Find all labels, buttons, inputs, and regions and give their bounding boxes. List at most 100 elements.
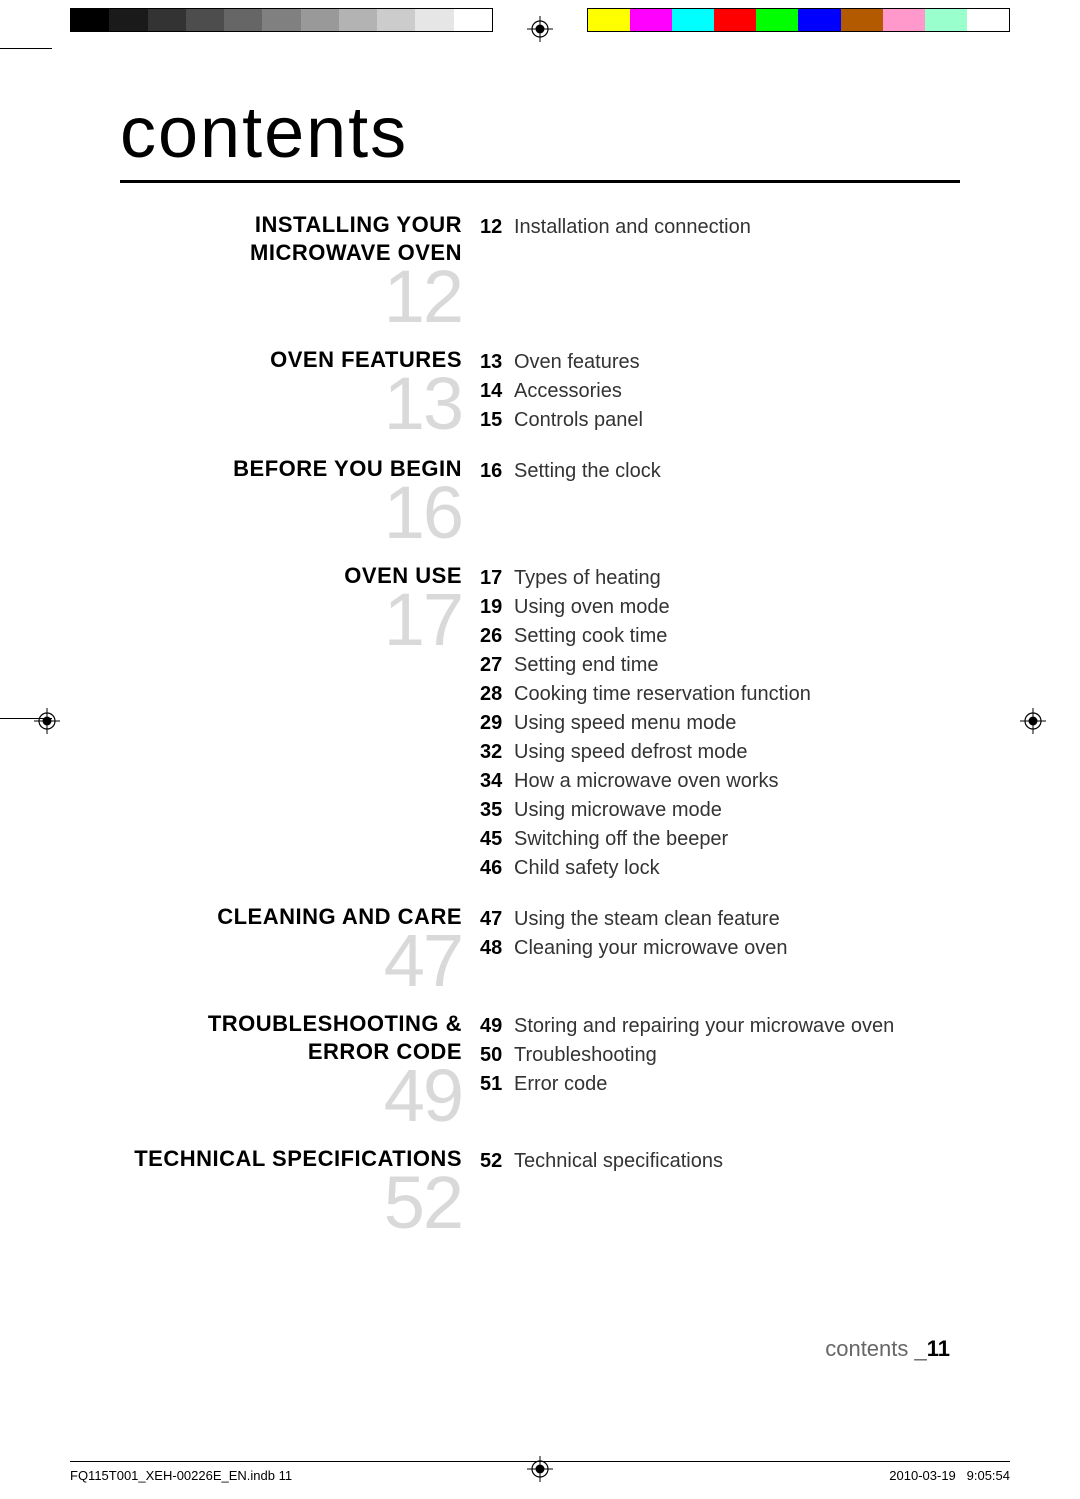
section-heading-block: TROUBLESHOOTING & ERROR CODE49 bbox=[120, 1010, 480, 1125]
entry-title: Using oven mode bbox=[514, 593, 960, 622]
section-heading-block: OVEN FEATURES13 bbox=[120, 346, 480, 433]
print-date: 2010-03-19 bbox=[889, 1468, 956, 1483]
entry-page: 47 bbox=[480, 905, 514, 934]
section-heading-block: TECHNICAL SPECIFICATIONS52 bbox=[120, 1145, 480, 1232]
toc-entry: 28Cooking time reservation function bbox=[480, 680, 960, 709]
running-footer: contents _11 bbox=[825, 1336, 950, 1362]
toc-entry: 16Setting the clock bbox=[480, 457, 960, 486]
section-entries: 17Types of heating19Using oven mode26Set… bbox=[480, 562, 960, 883]
entry-title: Technical specifications bbox=[514, 1147, 960, 1176]
toc-entry: 45Switching off the beeper bbox=[480, 825, 960, 854]
entry-page: 14 bbox=[480, 377, 514, 406]
entry-page: 46 bbox=[480, 854, 514, 883]
toc-entry: 35Using microwave mode bbox=[480, 796, 960, 825]
entry-title: Error code bbox=[514, 1070, 960, 1099]
entry-title: Using microwave mode bbox=[514, 796, 960, 825]
entry-page: 35 bbox=[480, 796, 514, 825]
section-start-page-number: 16 bbox=[120, 484, 462, 542]
entry-page: 50 bbox=[480, 1041, 514, 1070]
print-time: 9:05:54 bbox=[967, 1468, 1010, 1483]
toc-section: TROUBLESHOOTING & ERROR CODE4949Storing … bbox=[120, 1010, 960, 1125]
entry-title: Accessories bbox=[514, 377, 960, 406]
section-start-page-number: 12 bbox=[120, 268, 462, 326]
toc-entry: 32Using speed defrost mode bbox=[480, 738, 960, 767]
toc-entry: 26Setting cook time bbox=[480, 622, 960, 651]
toc-entry: 14Accessories bbox=[480, 377, 960, 406]
entry-title: Using speed menu mode bbox=[514, 709, 960, 738]
toc-entry: 48Cleaning your microwave oven bbox=[480, 934, 960, 963]
entry-title: Storing and repairing your microwave ove… bbox=[514, 1012, 960, 1041]
crop-line bbox=[0, 48, 52, 49]
toc-entry: 29Using speed menu mode bbox=[480, 709, 960, 738]
toc-entry: 13Oven features bbox=[480, 348, 960, 377]
entry-page: 19 bbox=[480, 593, 514, 622]
toc-entry: 49Storing and repairing your microwave o… bbox=[480, 1012, 960, 1041]
entry-page: 26 bbox=[480, 622, 514, 651]
entry-page: 51 bbox=[480, 1070, 514, 1099]
entry-page: 17 bbox=[480, 564, 514, 593]
entry-page: 49 bbox=[480, 1012, 514, 1041]
section-start-page-number: 17 bbox=[120, 591, 462, 649]
entry-title: Types of heating bbox=[514, 564, 960, 593]
entry-title: Oven features bbox=[514, 348, 960, 377]
section-entries: 52Technical specifications bbox=[480, 1145, 960, 1176]
section-start-page-number: 47 bbox=[120, 932, 462, 990]
entry-page: 45 bbox=[480, 825, 514, 854]
toc-entry: 51Error code bbox=[480, 1070, 960, 1099]
toc-entry: 19Using oven mode bbox=[480, 593, 960, 622]
toc-entry: 15Controls panel bbox=[480, 406, 960, 435]
toc-entry: 34How a microwave oven works bbox=[480, 767, 960, 796]
section-start-page-number: 49 bbox=[120, 1067, 462, 1125]
entry-title: Using the steam clean feature bbox=[514, 905, 960, 934]
entry-title: How a microwave oven works bbox=[514, 767, 960, 796]
entry-page: 48 bbox=[480, 934, 514, 963]
entry-page: 52 bbox=[480, 1147, 514, 1176]
toc-section: OVEN FEATURES1313Oven features14Accessor… bbox=[120, 346, 960, 435]
section-entries: 13Oven features14Accessories15Controls p… bbox=[480, 346, 960, 435]
entry-page: 12 bbox=[480, 213, 514, 242]
toc-entry: 52Technical specifications bbox=[480, 1147, 960, 1176]
section-heading-block: CLEANING AND CARE47 bbox=[120, 903, 480, 990]
entry-title: Installation and connection bbox=[514, 213, 960, 242]
toc-entry: 12Installation and connection bbox=[480, 213, 960, 242]
section-heading-block: BEFORE YOU BEGIN16 bbox=[120, 455, 480, 542]
toc-entry: 17Types of heating bbox=[480, 564, 960, 593]
entry-title: Setting the clock bbox=[514, 457, 960, 486]
table-of-contents: INSTALLING YOUR MICROWAVE OVEN1212Instal… bbox=[120, 211, 960, 1252]
entry-title: Setting cook time bbox=[514, 622, 960, 651]
section-entries: 12Installation and connection bbox=[480, 211, 960, 242]
toc-entry: 46Child safety lock bbox=[480, 854, 960, 883]
toc-section: OVEN USE1717Types of heating19Using oven… bbox=[120, 562, 960, 883]
entry-page: 27 bbox=[480, 651, 514, 680]
print-datetime: 2010-03-19 9:05:54 bbox=[889, 1468, 1010, 1483]
entry-page: 34 bbox=[480, 767, 514, 796]
crop-line bbox=[0, 718, 52, 719]
toc-section: TECHNICAL SPECIFICATIONS5252Technical sp… bbox=[120, 1145, 960, 1232]
footer-text: contents _ bbox=[825, 1336, 927, 1361]
registration-mark-icon bbox=[527, 16, 553, 42]
entry-page: 28 bbox=[480, 680, 514, 709]
entry-page: 13 bbox=[480, 348, 514, 377]
entry-title: Setting end time bbox=[514, 651, 960, 680]
footer-page-number: 11 bbox=[927, 1336, 950, 1361]
print-metadata-footer: FQ115T001_XEH-00226E_EN.indb 11 2010-03-… bbox=[70, 1461, 1010, 1483]
entry-title: Controls panel bbox=[514, 406, 960, 435]
page-title: contents bbox=[120, 92, 960, 183]
section-start-page-number: 52 bbox=[120, 1174, 462, 1232]
entry-title: Cooking time reservation function bbox=[514, 680, 960, 709]
section-heading-block: INSTALLING YOUR MICROWAVE OVEN12 bbox=[120, 211, 480, 326]
entry-page: 29 bbox=[480, 709, 514, 738]
toc-entry: 47Using the steam clean feature bbox=[480, 905, 960, 934]
entry-page: 16 bbox=[480, 457, 514, 486]
section-entries: 49Storing and repairing your microwave o… bbox=[480, 1010, 960, 1099]
entry-title: Troubleshooting bbox=[514, 1041, 960, 1070]
entry-title: Cleaning your microwave oven bbox=[514, 934, 960, 963]
section-entries: 16Setting the clock bbox=[480, 455, 960, 486]
entry-page: 15 bbox=[480, 406, 514, 435]
entry-title: Switching off the beeper bbox=[514, 825, 960, 854]
entry-title: Using speed defrost mode bbox=[514, 738, 960, 767]
toc-section: CLEANING AND CARE4747Using the steam cle… bbox=[120, 903, 960, 990]
section-entries: 47Using the steam clean feature48Cleanin… bbox=[480, 903, 960, 963]
registration-mark-icon bbox=[1020, 708, 1046, 734]
entry-title: Child safety lock bbox=[514, 854, 960, 883]
